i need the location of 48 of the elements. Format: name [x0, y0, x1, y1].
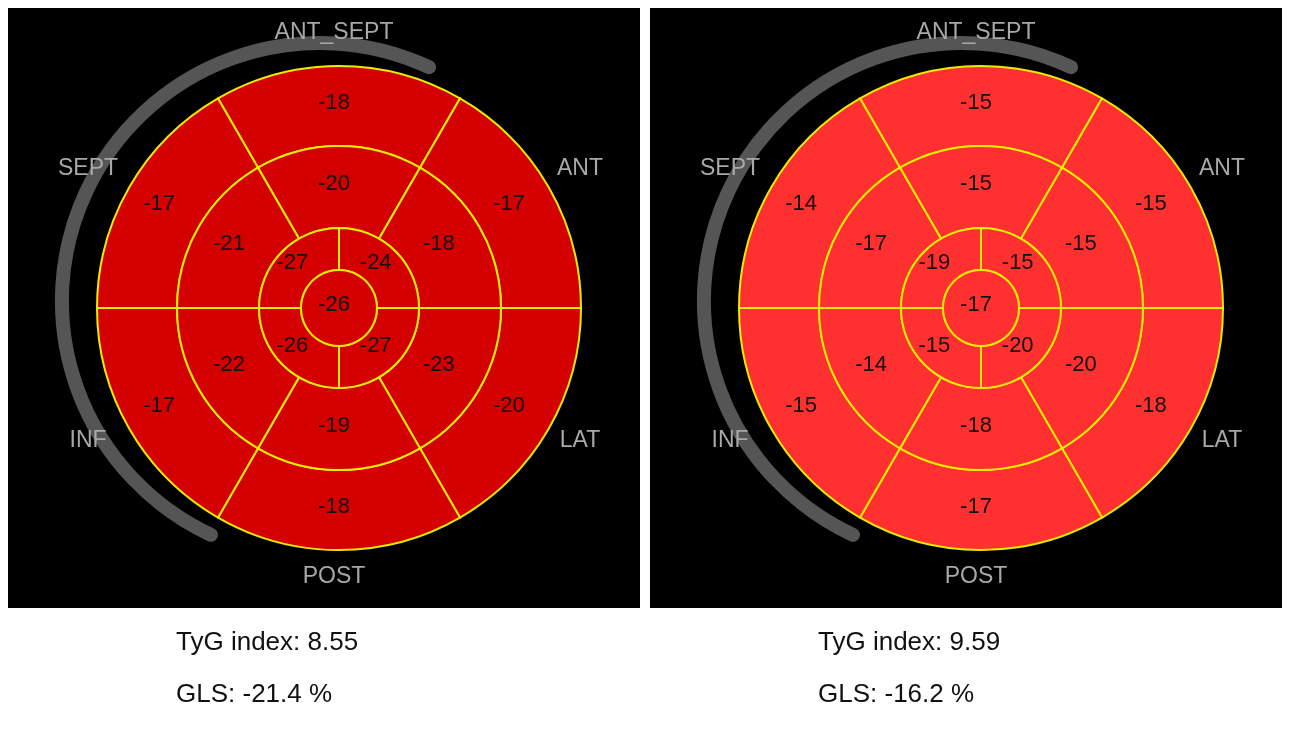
category-label: ANT: [1198, 154, 1245, 180]
data-label: -19: [918, 248, 951, 274]
data-label: -18: [1135, 391, 1167, 417]
data-label: -20: [493, 391, 525, 417]
data-label: -21: [213, 230, 246, 255]
data-label: -15: [1135, 189, 1167, 215]
text: TyG index: 9.59: [818, 626, 1002, 658]
data-label: -17: [960, 492, 992, 518]
data-label: -15: [918, 332, 951, 358]
data-label: -14: [855, 351, 888, 376]
data-label: -24: [359, 248, 392, 274]
category-label: ANT_SEPT: [274, 18, 394, 44]
data-label: -15: [960, 88, 992, 114]
data-label: -14: [785, 189, 817, 215]
data-label: -17: [855, 230, 888, 255]
category-label: INF: [69, 426, 107, 452]
data-label: -22: [213, 351, 246, 376]
data-label: -15: [1064, 230, 1097, 255]
data-label: -23: [422, 351, 455, 376]
data-label: -18: [960, 411, 992, 437]
data-label: -19: [318, 411, 350, 437]
data-label: -15: [785, 391, 817, 417]
category-label: SEPT: [58, 154, 119, 180]
category-label: INF: [711, 426, 749, 452]
category-label: POST: [944, 562, 1008, 588]
category-label: ANT_SEPT: [916, 18, 1036, 44]
data-label: -15: [1001, 248, 1034, 274]
text: TyG index: 8.55: [176, 626, 360, 658]
data-label: -20: [1001, 332, 1034, 358]
category-label: LAT: [1201, 426, 1243, 452]
data-label: -17: [143, 391, 175, 417]
data-label: -18: [318, 88, 350, 114]
data-label: -18: [422, 230, 455, 255]
data-label: -26: [276, 332, 309, 358]
category-label: LAT: [559, 426, 601, 452]
text: GLS: -16.2 %: [818, 678, 976, 710]
data-label: -27: [359, 332, 392, 358]
category-label: POST: [302, 562, 366, 588]
data-label: -15: [960, 169, 992, 195]
text: GLS: -21.4 %: [176, 678, 334, 710]
data-label: -17: [493, 189, 525, 215]
category-label: ANT: [556, 154, 603, 180]
data-label: -17: [143, 189, 175, 215]
data-label: -20: [1064, 351, 1097, 376]
data-label: -27: [276, 248, 309, 274]
data-label: -20: [318, 169, 350, 195]
category-label: SEPT: [700, 154, 761, 180]
data-label: -18: [318, 492, 350, 518]
